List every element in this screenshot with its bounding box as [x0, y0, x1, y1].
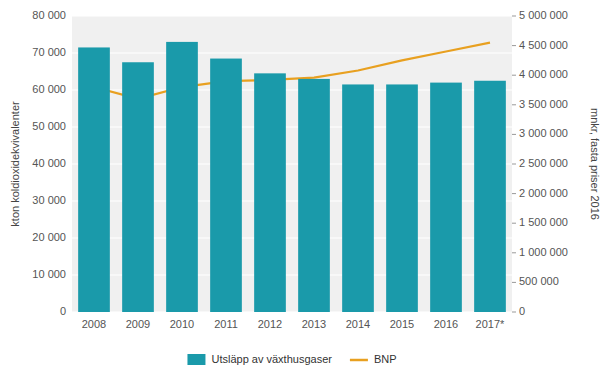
y-tick-label: 0: [60, 305, 66, 317]
y2-tick-label: 0: [519, 305, 525, 317]
y-tick-label: 70 000: [32, 46, 66, 58]
y-tick-label: 20 000: [32, 231, 66, 243]
y2-tick-label: 3 500 000: [519, 98, 568, 110]
y-tick-label: 80 000: [32, 9, 66, 21]
x-tick-label: 2009: [126, 318, 150, 330]
y2-tick-label: 2 000 000: [519, 187, 568, 199]
y2-tick-label: 3 000 000: [519, 127, 568, 139]
y-tick-label: 40 000: [32, 157, 66, 169]
x-tick-label: 2013: [302, 318, 326, 330]
y2-tick-label: 500 000: [519, 275, 559, 287]
bar: [474, 81, 506, 312]
bar: [386, 84, 418, 312]
y2-tick: [512, 45, 516, 46]
marks: [78, 42, 506, 312]
bar: [166, 42, 198, 312]
y2-tick: [512, 223, 516, 224]
x-tick-label: 2008: [82, 318, 106, 330]
y2-tick-label: 2 500 000: [519, 157, 568, 169]
y2-tick: [512, 252, 516, 253]
bar: [78, 47, 110, 312]
y2-tick-label: 5 000 000: [519, 9, 568, 21]
bar: [210, 59, 242, 312]
y2-tick-label: 4 000 000: [519, 68, 568, 80]
x-tick-label: 2012: [258, 318, 282, 330]
x-tick-label: 2010: [170, 318, 194, 330]
x-tick-label: 2011: [214, 318, 238, 330]
x-tick-label: 2015: [390, 318, 414, 330]
y-tick-label: 50 000: [32, 120, 66, 132]
legend-label: Utsläpp av växthusgaser: [211, 353, 332, 365]
legend: Utsläpp av växthusgaser BNP: [187, 353, 396, 365]
legend-swatch: [187, 354, 205, 365]
y2-tick: [512, 134, 516, 135]
x-tick-label: 2016: [434, 318, 458, 330]
y-tick-label: 10 000: [32, 268, 66, 280]
y2-tick-label: 4 500 000: [519, 39, 568, 51]
y2-tick: [512, 164, 516, 165]
y2-tick: [512, 282, 516, 283]
legend-label: BNP: [374, 353, 397, 365]
y2-axis-label: mnkr, fasta priser 2016: [589, 108, 601, 220]
y2-tick: [512, 16, 516, 17]
bar: [342, 84, 374, 312]
y-tick-label: 60 000: [32, 83, 66, 95]
y-tick-label: 30 000: [32, 194, 66, 206]
y2-tick: [512, 193, 516, 194]
y2-tick: [512, 104, 516, 105]
grid-line: [72, 15, 512, 16]
y2-tick: [512, 75, 516, 76]
y2-tick: [512, 312, 516, 313]
bar: [430, 83, 462, 312]
plot-background: [72, 16, 512, 312]
x-tick-label: 2014: [346, 318, 370, 330]
legend-swatch: [350, 359, 368, 362]
chart: 0 10 000 20 000 30 000 40 000 50 000 60 000 70 …: [0, 0, 605, 382]
y-axis-label: kton koldioxidekvivalenter: [9, 101, 21, 227]
bar: [298, 79, 330, 312]
grid: [72, 16, 512, 312]
bar: [122, 62, 154, 312]
x-tick-label: 2017*: [476, 318, 505, 330]
bar: [254, 73, 286, 312]
y2-tick-label: 1 500 000: [519, 216, 568, 228]
y2-tick-label: 1 000 000: [519, 246, 568, 258]
